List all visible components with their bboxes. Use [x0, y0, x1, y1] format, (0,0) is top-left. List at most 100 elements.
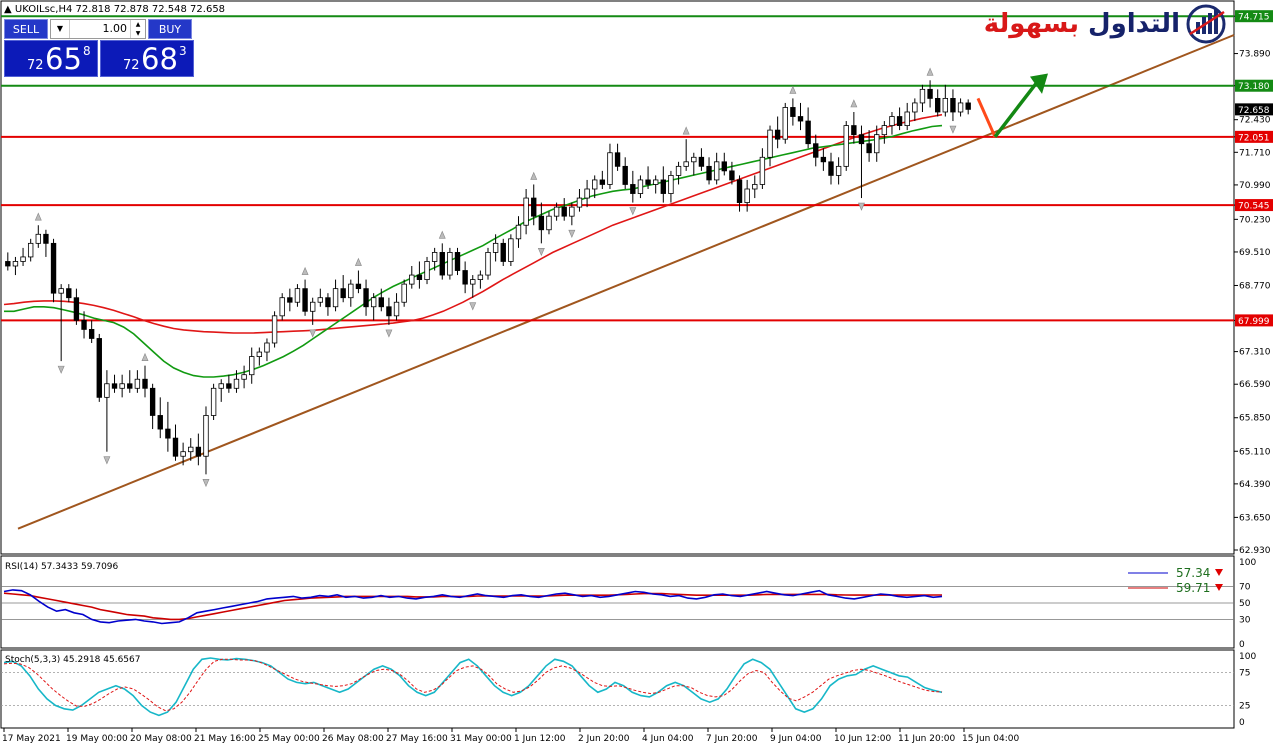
- lot-size-input[interactable]: ▼ 1.00 ▲ ▼: [50, 19, 146, 39]
- candle-body: [325, 297, 331, 308]
- candle-body: [912, 102, 918, 113]
- candle-body: [294, 288, 301, 303]
- candle-body: [843, 125, 849, 167]
- fractal-down-marker: [629, 207, 637, 216]
- candle-body: [584, 188, 590, 199]
- candle-body: [386, 306, 392, 317]
- level-price-label: 67.999: [1238, 317, 1270, 327]
- candle-body: [50, 242, 57, 294]
- candle-body: [660, 179, 666, 194]
- buy-price-display[interactable]: 72 68 3: [100, 40, 194, 77]
- level-price-tag: [1235, 314, 1273, 327]
- candle-body: [630, 184, 636, 194]
- candle-body: [874, 134, 880, 154]
- buy-price-main: 68: [141, 42, 178, 76]
- sell-price-prefix: 72: [27, 58, 44, 73]
- candle-body: [675, 165, 682, 176]
- candle-body: [592, 179, 598, 190]
- fractal-down-marker: [537, 248, 545, 257]
- lot-dropdown-icon[interactable]: ▼: [51, 20, 70, 38]
- candle-body: [462, 270, 468, 285]
- lot-spinner-icon[interactable]: ▲ ▼: [130, 20, 145, 38]
- chart-symbol-title: ▲ UKOILsc,H4 72.818 72.878 72.548 72.658: [4, 4, 225, 16]
- symbol-collapse-icon[interactable]: ▲: [4, 4, 15, 15]
- candle-body: [12, 261, 19, 267]
- rsi-axis-label: 50: [1239, 599, 1251, 609]
- candle-body: [348, 283, 354, 299]
- rsi-axis-label: 100: [1239, 558, 1256, 568]
- fractal-up-marker: [850, 99, 858, 108]
- candle-body: [698, 156, 705, 167]
- candle-body: [668, 175, 674, 194]
- stoch-axis-label: 75: [1239, 669, 1250, 679]
- candle-body: [203, 415, 209, 457]
- time-axis-label: 10 Jun 12:00: [834, 734, 891, 744]
- candle-body: [20, 256, 26, 262]
- level-price-tag: [1235, 79, 1273, 92]
- price-axis-label: 68.770: [1239, 281, 1271, 291]
- candle-body: [515, 224, 522, 240]
- candle-body: [851, 125, 857, 136]
- candle-body: [35, 233, 41, 244]
- candle-body: [805, 120, 811, 145]
- candle-body: [134, 378, 141, 389]
- level-price-label: 70.545: [1238, 202, 1270, 212]
- candle-body: [782, 107, 788, 140]
- candle-body: [454, 252, 461, 271]
- time-axis-label: 15 Jun 04:00: [962, 734, 1019, 744]
- logo-text-blue: التداول: [1088, 9, 1180, 39]
- stoch-header: Stoch(5,3,3) 45.2918 45.6567: [5, 655, 140, 665]
- fractal-down-marker: [309, 329, 317, 338]
- lot-size-value[interactable]: 1.00: [102, 22, 128, 35]
- pullback-arrow: [976, 97, 997, 138]
- candle-body: [104, 383, 110, 398]
- price-axis-label: 66.590: [1239, 380, 1271, 390]
- price-axis-label: 73.890: [1239, 50, 1271, 60]
- price-axis-label: 69.510: [1239, 248, 1271, 258]
- stoch-axis-label: 100: [1239, 652, 1256, 662]
- candle-body: [813, 143, 819, 158]
- sell-price-point: 8: [83, 44, 91, 58]
- time-axis-label: 31 May 00:00: [450, 734, 512, 744]
- fractal-down-marker: [469, 302, 477, 311]
- candle-body: [492, 242, 499, 253]
- candle-body: [607, 152, 613, 185]
- candle-body: [27, 242, 34, 258]
- candle-body: [561, 206, 567, 217]
- rsi-axis-label: 30: [1239, 615, 1251, 625]
- candle-body: [424, 261, 430, 280]
- sell-price-display[interactable]: 72 65 8: [4, 40, 98, 77]
- candle-body: [820, 156, 827, 163]
- candle-body: [508, 238, 514, 262]
- rsi-legend-value: 57.34: [1176, 566, 1210, 580]
- rsi-panel[interactable]: 100 70 50 30 0 RSI(14) 57.3433 59.7096 57.3459…: [0, 555, 1256, 650]
- candle-body: [744, 188, 750, 203]
- candle-body: [538, 215, 545, 231]
- stochastic-panel[interactable]: 100 75 25 0 Stoch(5,3,3) 45.2918 45.6567: [0, 649, 1256, 729]
- candle-body: [904, 111, 910, 126]
- candle-body: [439, 252, 445, 276]
- price-panel-frame: [0, 0, 1235, 555]
- sell-button[interactable]: SELL: [4, 19, 48, 39]
- fractal-up-marker: [530, 171, 538, 180]
- candle-body: [310, 301, 316, 312]
- fractal-down-marker: [949, 125, 957, 134]
- price-axis-label: 63.650: [1239, 513, 1271, 523]
- level-price-label: 74.715: [1238, 13, 1270, 23]
- price-panel[interactable]: 74.715 73.890 73.180 72.430 72.051 71.710 70.9…: [0, 0, 1273, 556]
- candle-body: [119, 383, 125, 389]
- candle-body: [43, 233, 49, 244]
- fractal-up-marker: [141, 352, 149, 361]
- buy-button[interactable]: BUY: [148, 19, 192, 39]
- candle-body: [500, 242, 506, 262]
- candle-body: [249, 356, 255, 376]
- candle-body: [5, 261, 11, 267]
- candle-body: [127, 383, 133, 389]
- candle-body: [599, 179, 606, 185]
- candle-body: [889, 116, 895, 126]
- candle-body: [279, 297, 285, 317]
- time-axis-label: 19 May 00:00: [66, 734, 128, 744]
- time-axis: 17 May 2021 19 May 00:00 20 May 08:00 21 Ma…: [2, 728, 1019, 744]
- one-click-trading-panel: SELL ▼ 1.00 ▲ ▼ BUY 72 65 8 72 68 3: [4, 19, 194, 77]
